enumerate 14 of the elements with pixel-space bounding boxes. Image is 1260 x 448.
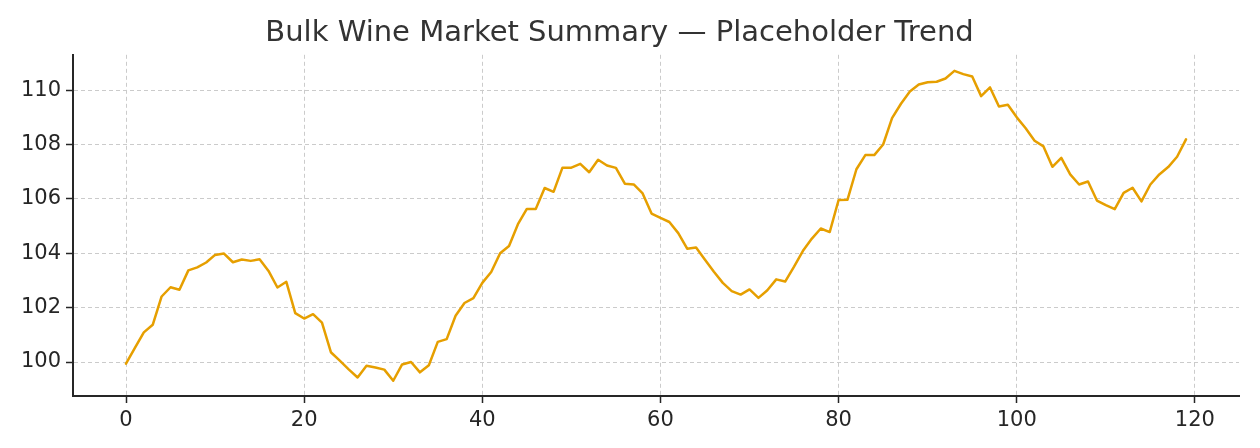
- y-tick-label: 102: [20, 294, 61, 319]
- chart-title: Bulk Wine Market Summary — Placeholder Trend: [265, 13, 974, 48]
- x-tick-label: 60: [647, 407, 674, 432]
- x-tick-label: 20: [290, 407, 318, 432]
- x-tick-label: 120: [1174, 407, 1215, 432]
- y-tick-label: 108: [20, 130, 61, 155]
- x-tick-label: 100: [996, 407, 1037, 432]
- x-tick-label: 80: [825, 407, 852, 432]
- x-tick-label: 40: [468, 407, 496, 432]
- y-tick-label: 100: [20, 348, 61, 373]
- y-tick-label: 110: [20, 76, 61, 101]
- x-tick-label: 0: [119, 407, 133, 432]
- y-tick-label: 106: [20, 185, 61, 210]
- y-tick-label: 104: [20, 239, 61, 264]
